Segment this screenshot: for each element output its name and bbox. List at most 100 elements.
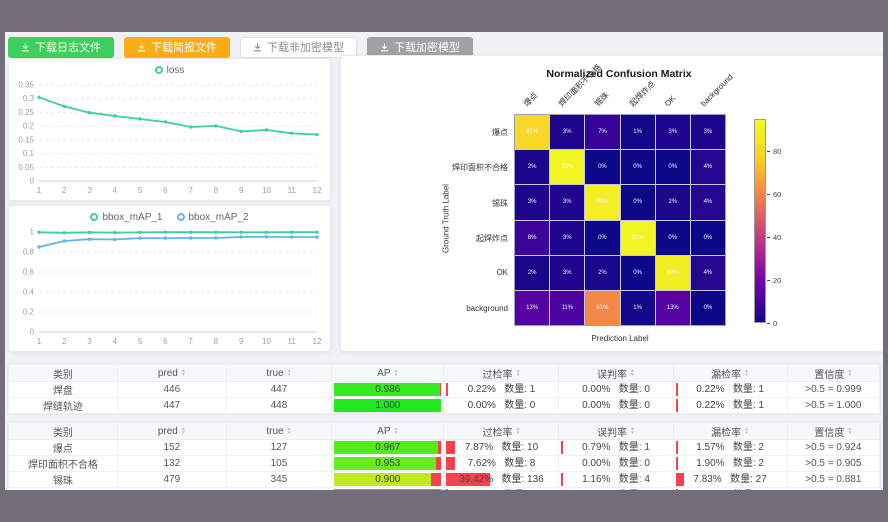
matrix-row-label: 爆点 xyxy=(492,128,508,137)
sort-icon: ▲ ▼ xyxy=(286,368,292,378)
sort-icon: ▲ ▼ xyxy=(515,368,521,378)
matrix-cell: 90% xyxy=(585,185,620,220)
metrics-table-1: 类别 pred ▲ ▼ true ▲ ▼ AP ▲ ▼ 过检率 ▲ ▼ 误判率 ▲ ▼ 漏检率 ▲ ▼ 置信度 ▲ ▼ 焊盘… xyxy=(8,364,881,414)
ap-bar: 0.967 xyxy=(334,441,442,454)
matrix-x-axis-label: Prediction Label xyxy=(591,334,649,343)
matrix-cell: 11% xyxy=(550,290,585,325)
matrix-cell: 0% xyxy=(655,220,690,255)
confusion-matrix-title: Normalized Confusion Matrix xyxy=(546,68,692,80)
download-log-button[interactable]: 下载日志文件 xyxy=(8,36,114,58)
metrics-table-2: 类别 pred ▲ ▼ true ▲ ▼ AP ▲ ▼ 过检率 ▲ ▼ 误判率 ▲ ▼ 漏检率 ▲ ▼ 置信度 ▲ ▼ 爆点… xyxy=(8,422,881,490)
matrix-cell: 4% xyxy=(690,150,725,185)
matrix-cell: 8% xyxy=(515,220,550,255)
column-header-miss[interactable]: 漏检率 ▲ ▼ xyxy=(672,422,788,440)
svg-text:0.2: 0.2 xyxy=(23,308,35,317)
miss-rate-bar: 1.57% 数量: 2 xyxy=(675,441,785,454)
matrix-cell: 0% xyxy=(620,185,655,220)
download-report-button[interactable]: 下载简报文件 xyxy=(124,36,230,58)
sort-icon: ▲ ▼ xyxy=(847,368,853,378)
svg-text:4: 4 xyxy=(113,186,118,195)
true-cell: 345 xyxy=(225,471,333,488)
matrix-col-label: 锡珠 xyxy=(592,90,611,109)
svg-text:4: 4 xyxy=(113,337,118,346)
true-cell: 60 xyxy=(225,487,333,490)
column-header-over[interactable]: 过检率 ▲ ▼ xyxy=(443,422,560,440)
true-cell: 448 xyxy=(225,397,333,414)
matrix-row-label: 焊印面积不合格 xyxy=(452,163,508,173)
svg-text:2: 2 xyxy=(62,337,67,346)
ap-bar: 0.986 xyxy=(334,383,442,396)
button-label: 下载加密模型 xyxy=(394,42,460,54)
column-header-over[interactable]: 过检率 ▲ ▼ xyxy=(443,364,560,382)
matrix-cell: 1% xyxy=(620,290,655,325)
column-header-miss[interactable]: 漏检率 ▲ ▼ xyxy=(672,364,788,382)
svg-text:7: 7 xyxy=(188,337,193,346)
confusion-matrix-grid: 81% 3% 7% 1% 3% 3% 2% 93% 0% 0% 0% 4% 3% 3% 90% 0% 2% 4% 8… xyxy=(514,114,726,326)
pred-cell: 152 xyxy=(116,439,227,456)
category-cell: 起焊炸点 xyxy=(8,487,118,490)
svg-text:12: 12 xyxy=(313,337,322,346)
matrix-cell: 1% xyxy=(620,115,655,150)
column-header-pred[interactable]: pred ▲ ▼ xyxy=(116,364,227,382)
svg-text:3: 3 xyxy=(87,337,92,346)
matrix-cell: 2% xyxy=(515,255,550,290)
svg-text:9: 9 xyxy=(239,337,244,346)
map-chart: 0 0.2 0.4 0.6 0.8 1 1 2 3 4 5 6 7 8 9 10 11 12 xyxy=(9,224,330,353)
download-icon xyxy=(137,42,146,52)
column-header-ap[interactable]: AP ▲ ▼ xyxy=(331,364,445,382)
svg-text:7: 7 xyxy=(188,186,193,195)
loss-chart-legend: loss xyxy=(9,59,330,77)
button-label: 下载简报文件 xyxy=(151,42,217,54)
column-header-category: 类别 xyxy=(8,422,118,440)
column-header-category: 类别 xyxy=(8,364,118,382)
svg-text:11: 11 xyxy=(288,337,297,346)
svg-text:10: 10 xyxy=(262,186,271,195)
svg-text:8: 8 xyxy=(214,337,219,346)
svg-text:0.4: 0.4 xyxy=(23,288,35,297)
miss-rate-bar: 7.83% 数量: 27 xyxy=(675,473,785,486)
legend-item-bbox_mAP_1[interactable]: bbox_mAP_1 xyxy=(90,212,163,223)
colorbar-tick-label: 20 xyxy=(773,276,782,286)
column-header-mis[interactable]: 误判率 ▲ ▼ xyxy=(558,364,674,382)
download-unencrypted-model-button[interactable]: 下载非加密模型 xyxy=(240,36,357,58)
column-header-pred[interactable]: pred ▲ ▼ xyxy=(116,422,227,440)
column-header-conf[interactable]: 置信度 ▲ ▼ xyxy=(786,364,881,382)
svg-text:9: 9 xyxy=(239,186,244,195)
svg-text:12: 12 xyxy=(313,186,322,195)
colorbar-tick-label: 0 xyxy=(773,319,778,328)
legend-marker-icon xyxy=(154,66,163,74)
matrix-cell: 2% xyxy=(585,255,620,290)
svg-text:0.05: 0.05 xyxy=(18,163,34,172)
column-header-mis[interactable]: 误判率 ▲ ▼ xyxy=(558,422,674,440)
map-chart-card: bbox_mAP_1 bbox_mAP_2 0 0.2 0.4 0.6 0.8 1 1 2 3 4 5… xyxy=(8,205,331,352)
svg-text:0.3: 0.3 xyxy=(23,94,35,103)
matrix-cell: 13% xyxy=(515,290,550,325)
pred-cell: 446 xyxy=(116,381,227,398)
column-header-true[interactable]: true ▲ ▼ xyxy=(225,422,333,440)
matrix-row-label: 起焊炸点 xyxy=(476,233,508,243)
miss-rate-bar: 1.67% 数量: 1 xyxy=(675,489,785,490)
legend-item-loss[interactable]: loss xyxy=(154,65,184,76)
colorbar-tick xyxy=(767,280,770,282)
mis-rate-bar: 0.00% 数量: 0 xyxy=(561,489,670,490)
confidence-cell: >0.5 = 1.000 xyxy=(786,397,881,414)
matrix-row-label: OK xyxy=(496,268,508,278)
colorbar-tick-label: 80 xyxy=(773,147,782,157)
matrix-cell: 0% xyxy=(620,255,655,290)
category-cell: 焊缝轨迹 xyxy=(8,397,118,414)
sort-icon: ▲ ▼ xyxy=(744,368,750,378)
column-header-ap[interactable]: AP ▲ ▼ xyxy=(331,422,445,440)
table-row: 焊印面积不合格 132 105 0.953 7.62% 数量: 8 0.00% 数量: 0… xyxy=(8,455,881,472)
download-encrypted-model-button[interactable]: 下载加密模型 xyxy=(367,36,473,58)
confidence-cell: >0.5 = 0.924 xyxy=(786,439,881,456)
matrix-col-label: OK xyxy=(663,93,678,109)
column-header-conf[interactable]: 置信度 ▲ ▼ xyxy=(786,422,881,440)
pred-cell: 132 xyxy=(116,455,227,472)
svg-text:0.1: 0.1 xyxy=(23,149,35,158)
ap-bar: 0.996 xyxy=(334,489,442,490)
legend-item-bbox_mAP_2[interactable]: bbox_mAP_2 xyxy=(176,212,249,223)
matrix-cell: 3% xyxy=(655,115,690,150)
column-header-true[interactable]: true ▲ ▼ xyxy=(225,364,333,382)
ap-bar: 0.900 xyxy=(334,473,442,486)
matrix-cell: 3% xyxy=(550,220,585,255)
